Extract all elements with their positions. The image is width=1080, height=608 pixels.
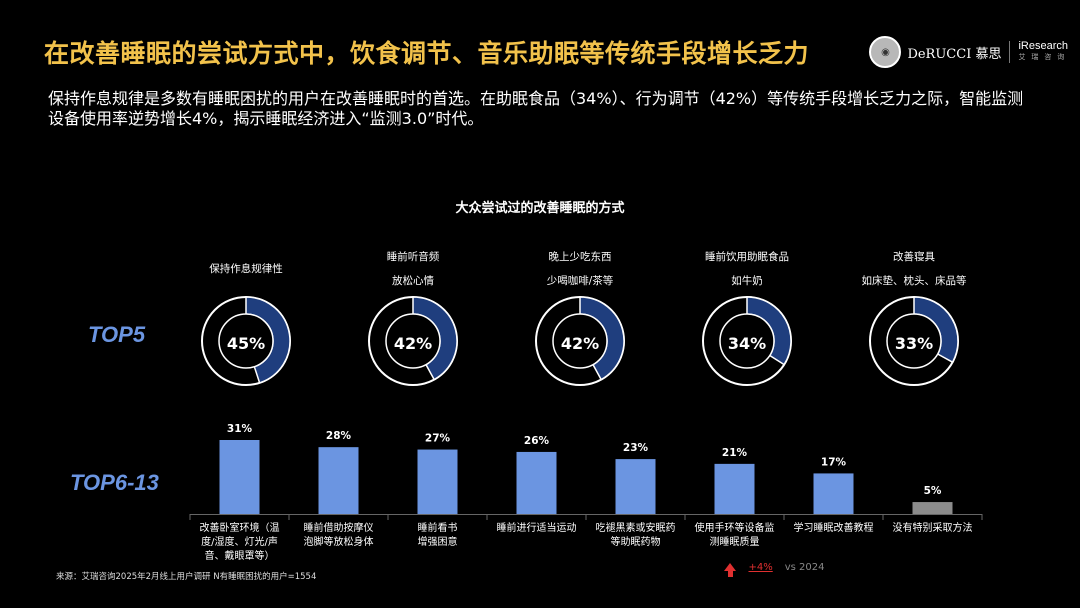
bar-category-label: 没有特别采取方法 — [893, 521, 973, 534]
bar — [912, 502, 953, 514]
donut-label-sub: 放松心情 — [392, 275, 434, 287]
donut-hole — [886, 313, 942, 369]
donut-value: 42% — [393, 334, 433, 353]
bar-category-label: 泡脚等放松身体 — [304, 535, 374, 548]
bar — [516, 451, 557, 514]
bar-value-label: 5% — [924, 485, 942, 497]
derucci-seal-icon: ◉ — [869, 36, 902, 68]
donut-label: 睡前饮用助眠食品 — [705, 251, 789, 263]
bar — [318, 447, 359, 514]
donut-label-sub: 如牛奶 — [731, 275, 763, 287]
derucci-logo: DeRUCCI 慕思 — [907, 46, 1002, 62]
donut-label-sub: 少喝咖啡/茶等 — [546, 275, 614, 287]
donut-label: 晚上少吃东西 — [548, 251, 612, 263]
chart-title: 大众尝试过的改善睡眠的方式 — [455, 201, 625, 216]
page-subtitle: 保持作息规律是多数有睡眠困扰的用户在改善睡眠时的首选。在助眠食品（34%）、行为… — [48, 89, 1024, 128]
source-note: 来源：艾瑞咨询2025年2月线上用户调研 N有睡眠困扰的用户=1554 — [56, 572, 317, 582]
growth-annotation: +4% vs 2024 — [724, 557, 825, 577]
iresearch-logo-text: iResearch — [1018, 40, 1068, 52]
iresearch-logo-subtext: 艾 瑞 咨 询 — [1018, 54, 1067, 61]
bar-category-label: 音、戴眼罩等） — [205, 549, 275, 562]
donut-ring — [368, 296, 458, 386]
bar-category-label: 度/湿度、灯光/声 — [201, 535, 278, 548]
donut-ring — [535, 296, 625, 386]
donut-hole — [385, 313, 441, 369]
up-arrow-stem — [727, 571, 733, 577]
bar — [615, 459, 656, 514]
bar — [219, 440, 260, 514]
donut-value: 45% — [226, 334, 266, 353]
donut-ring — [869, 296, 959, 386]
bar-value-label: 23% — [623, 442, 649, 454]
donut-label: 睡前听音频 — [386, 251, 440, 263]
bar-value-label: 17% — [821, 456, 847, 468]
bar-category-label: 测睡眠质量 — [710, 535, 760, 548]
donut-value: 34% — [727, 334, 767, 353]
donut-label-sub: 如床垫、枕头、床品等 — [861, 275, 967, 287]
bar — [417, 449, 458, 514]
bar — [813, 473, 854, 514]
bar-category-label: 改善卧室环境（温 — [200, 521, 280, 534]
bar-value-label: 21% — [722, 447, 748, 459]
donut-hole — [719, 313, 775, 369]
bar-category-label: 增强困意 — [418, 535, 458, 548]
bar-value-label: 26% — [524, 435, 550, 447]
bar-value-label: 28% — [326, 430, 352, 442]
top5-label: TOP5 — [88, 322, 146, 347]
bar-category-label: 睡前看书 — [418, 521, 458, 534]
donut-label: 改善寝具 — [893, 251, 935, 263]
logo-divider — [1009, 41, 1011, 63]
bar-category-label: 睡前借助按摩仪 — [304, 521, 374, 534]
bar-value-label: 31% — [227, 423, 253, 435]
iresearch-logo: iResearch 艾 瑞 咨 询 — [1018, 41, 1068, 63]
donut-hole — [552, 313, 608, 369]
bar-category-label: 使用手环等设备监 — [695, 521, 775, 534]
donut-label: 保持作息规律性 — [209, 263, 283, 275]
bar-category-label: 吃褪黑素或安眠药 — [596, 521, 676, 534]
growth-compare: vs 2024 — [784, 561, 825, 573]
donut-ring — [201, 296, 291, 386]
up-arrow-icon — [724, 563, 736, 571]
donut-hole — [218, 313, 274, 369]
page-title: 在改善睡眠的尝试方式中，饮食调节、音乐助眠等传统手段增长乏力 — [44, 39, 810, 68]
top6-13-label: TOP6-13 — [70, 470, 159, 495]
brand-logos: ◉ DeRUCCI 慕思 iResearch 艾 瑞 咨 询 — [869, 36, 1068, 68]
growth-value: +4% — [748, 561, 773, 573]
donut-ring — [702, 296, 792, 386]
bar-category-label: 学习睡眠改善教程 — [794, 521, 874, 534]
donut-value: 42% — [560, 334, 600, 353]
bar — [714, 463, 755, 514]
bar-category-label: 等助眠药物 — [611, 535, 661, 548]
bar-category-label: 睡前进行适当运动 — [497, 521, 577, 534]
bar-value-label: 27% — [425, 433, 451, 445]
donut-value: 33% — [894, 334, 934, 353]
